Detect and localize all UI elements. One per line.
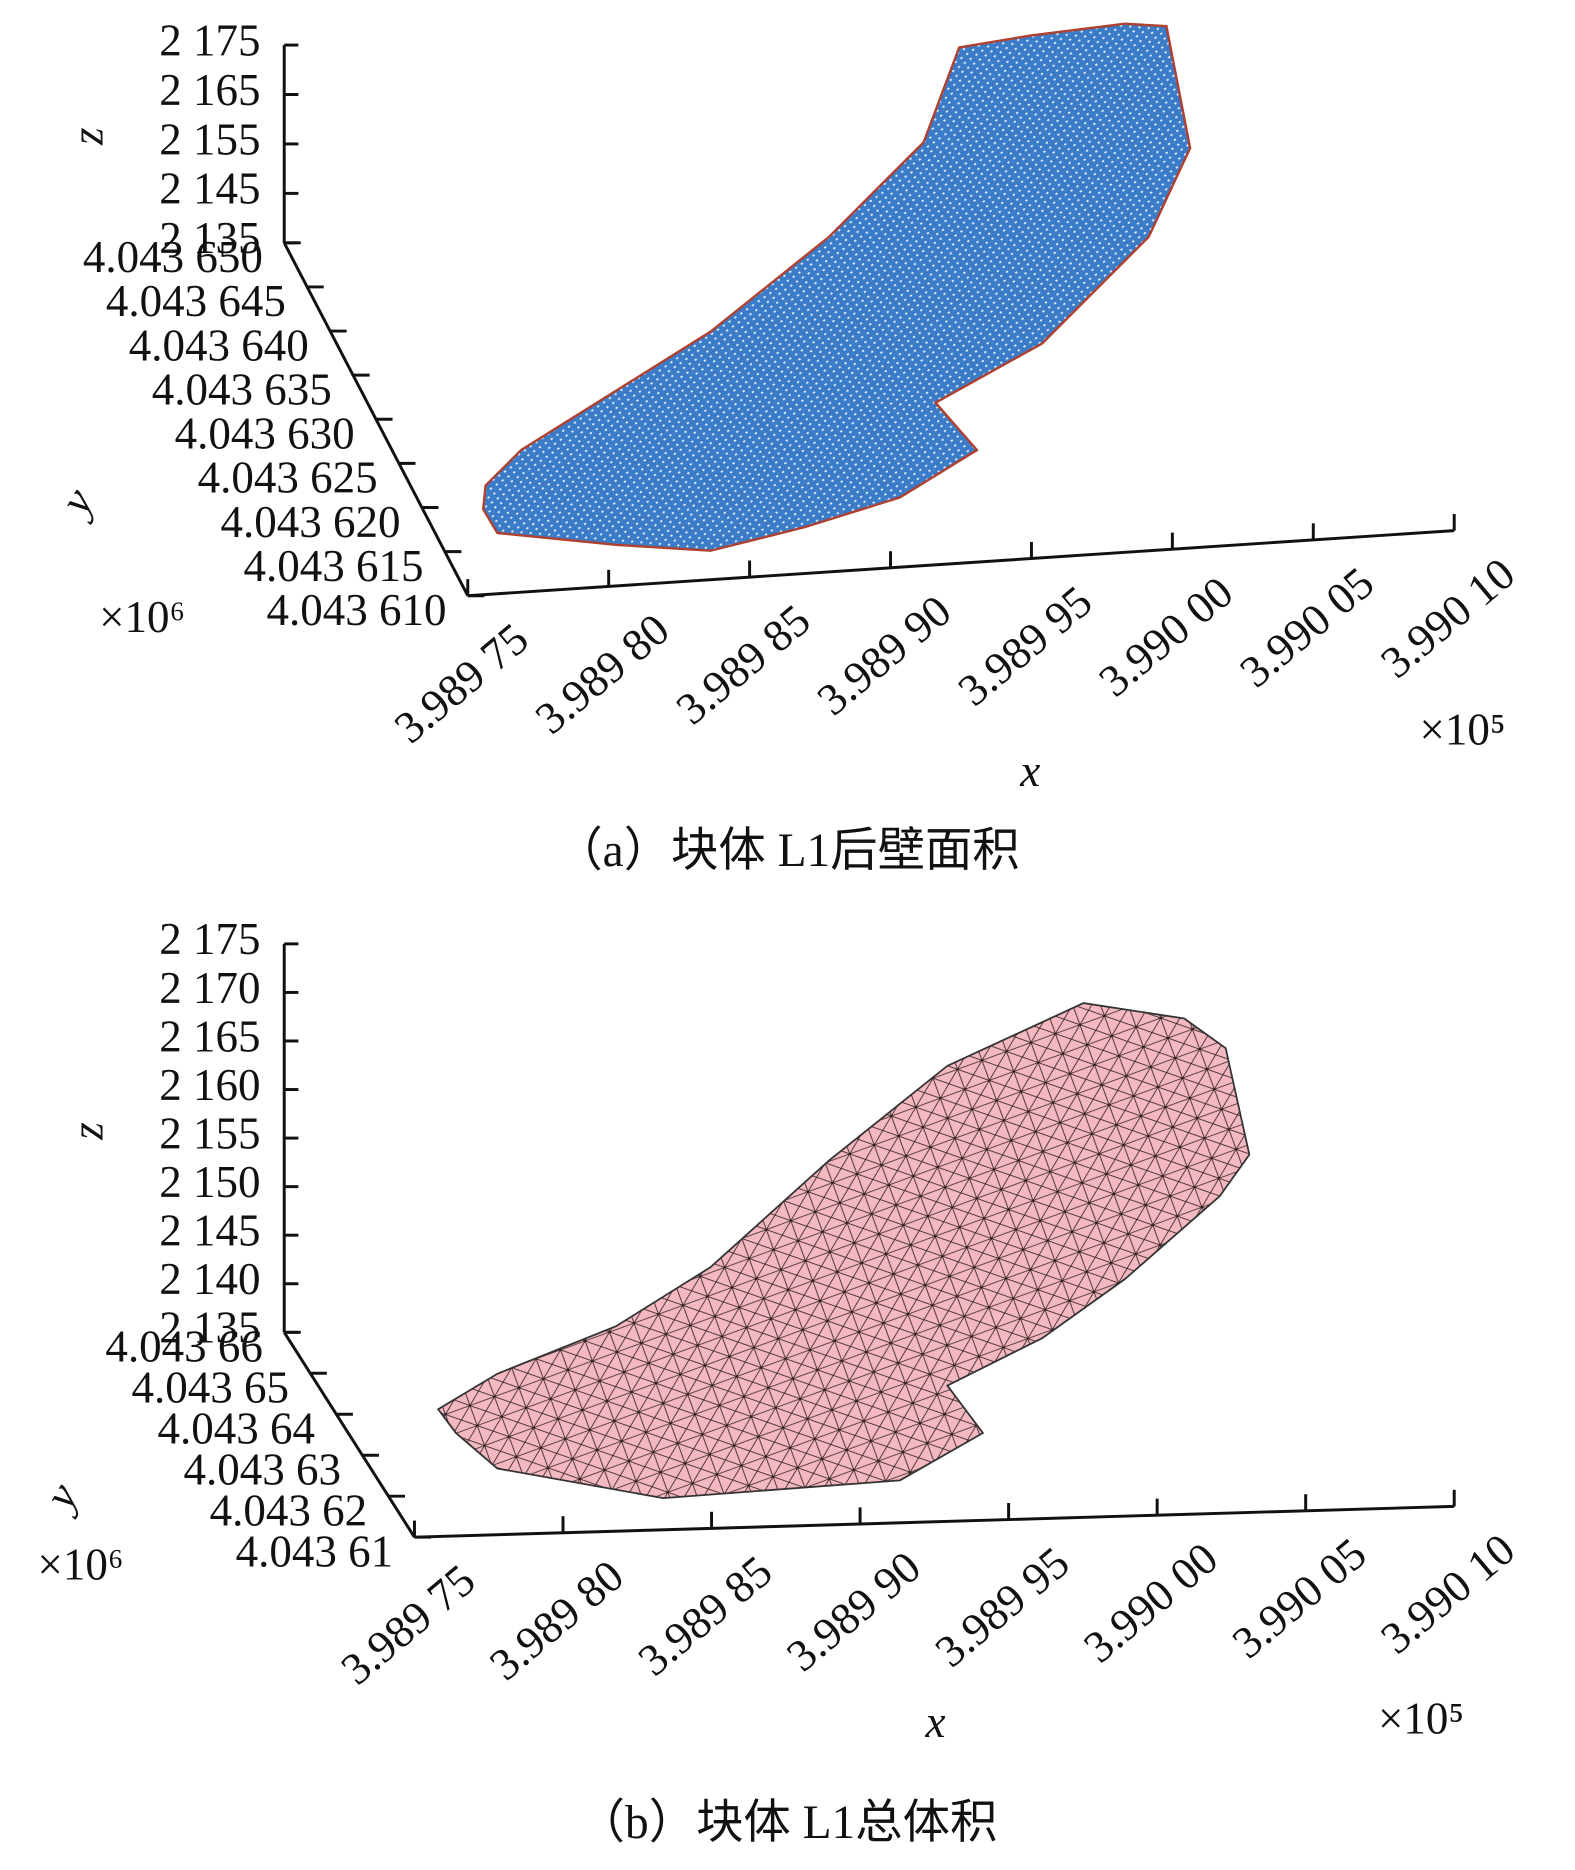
- z-tick-label: 2 165: [159, 65, 260, 115]
- z-axis-label: z: [63, 127, 113, 146]
- y-tick-label: 4.043 650: [83, 232, 263, 282]
- y-tick-label: 4.043 63: [184, 1444, 342, 1494]
- y-tick-label: 4.043 61: [236, 1526, 394, 1576]
- z-tick-label: 2 140: [159, 1254, 260, 1304]
- y-tick-label: 4.043 64: [158, 1404, 316, 1454]
- x-tick-label: 3.990 10: [1371, 1524, 1524, 1664]
- y-multiplier: ×10⁶: [37, 1539, 123, 1589]
- x-tick-label: 3.990 00: [1074, 1533, 1227, 1673]
- caption: （b）块体 L1总体积: [578, 1797, 998, 1849]
- y-tick-label: 4.043 65: [131, 1363, 289, 1413]
- z-tick-label: 2 175: [159, 15, 260, 65]
- z-tick-label: 2 145: [159, 164, 260, 214]
- x-tick-label: 3.990 05: [1230, 557, 1383, 697]
- y-tick-label: 4.043 66: [105, 1322, 263, 1372]
- y-tick-label: 4.043 630: [175, 409, 355, 459]
- caption: （a）块体 L1后壁面积: [555, 825, 1019, 877]
- z-tick-label: 2 150: [159, 1157, 260, 1207]
- y-tick-label: 4.043 625: [198, 453, 378, 503]
- y-tick-label: 4.043 635: [152, 364, 332, 414]
- x-tick-label: 3.989 95: [949, 576, 1102, 716]
- x-axis-label: x: [1019, 746, 1040, 796]
- y-axis-label: y: [32, 1475, 87, 1521]
- z-tick-label: 2 165: [159, 1011, 260, 1061]
- z-tick-label: 2 170: [159, 963, 260, 1013]
- y-tick-label: 4.043 640: [129, 320, 309, 370]
- mesh-surface: [436, 1002, 1251, 1499]
- z-tick-label: 2 135: [159, 213, 260, 263]
- x-tick-label: 3.989 90: [777, 1542, 930, 1682]
- x-tick-label: 3.989 90: [808, 585, 961, 725]
- x-tick-label: 3.989 80: [480, 1550, 633, 1690]
- x-tick-label: 3.990 00: [1089, 567, 1242, 707]
- y-tick-label: 4.043 615: [244, 541, 424, 591]
- y-tick-label: 4.043 645: [106, 276, 286, 326]
- x-tick-label: 3.990 10: [1371, 548, 1524, 688]
- x-tick-label: 3.989 85: [667, 595, 820, 735]
- y-axis: [282, 1331, 416, 1538]
- x-tick-label: 3.989 95: [926, 1537, 1079, 1677]
- z-axis-label: z: [63, 1122, 113, 1141]
- y-tick-label: 4.043 62: [210, 1485, 367, 1535]
- x-multiplier: ×10⁵: [1419, 705, 1505, 755]
- z-tick-label: 2 160: [159, 1060, 260, 1110]
- z-tick-label: 2 155: [159, 1108, 260, 1158]
- y-axis-label: y: [48, 480, 103, 526]
- x-multiplier: ×10⁵: [1378, 1693, 1464, 1743]
- x-axis: [467, 529, 1455, 598]
- x-axis: [414, 1504, 1455, 1539]
- x-tick-label: 3.990 05: [1223, 1528, 1376, 1668]
- x-tick-label: 3.989 85: [629, 1546, 782, 1686]
- z-tick-label: 2 155: [159, 114, 260, 164]
- y-tick-label: 4.043 620: [221, 497, 401, 547]
- point-cloud: [481, 22, 1192, 552]
- z-tick-label: 2 135: [159, 1303, 260, 1353]
- y-tick-label: 4.043 610: [266, 585, 446, 635]
- z-tick-label: 2 175: [159, 914, 260, 964]
- y-multiplier: ×10⁶: [99, 592, 185, 642]
- x-axis-label: x: [925, 1697, 946, 1747]
- z-tick-label: 2 145: [159, 1206, 260, 1256]
- x-tick-label: 3.989 80: [526, 604, 679, 744]
